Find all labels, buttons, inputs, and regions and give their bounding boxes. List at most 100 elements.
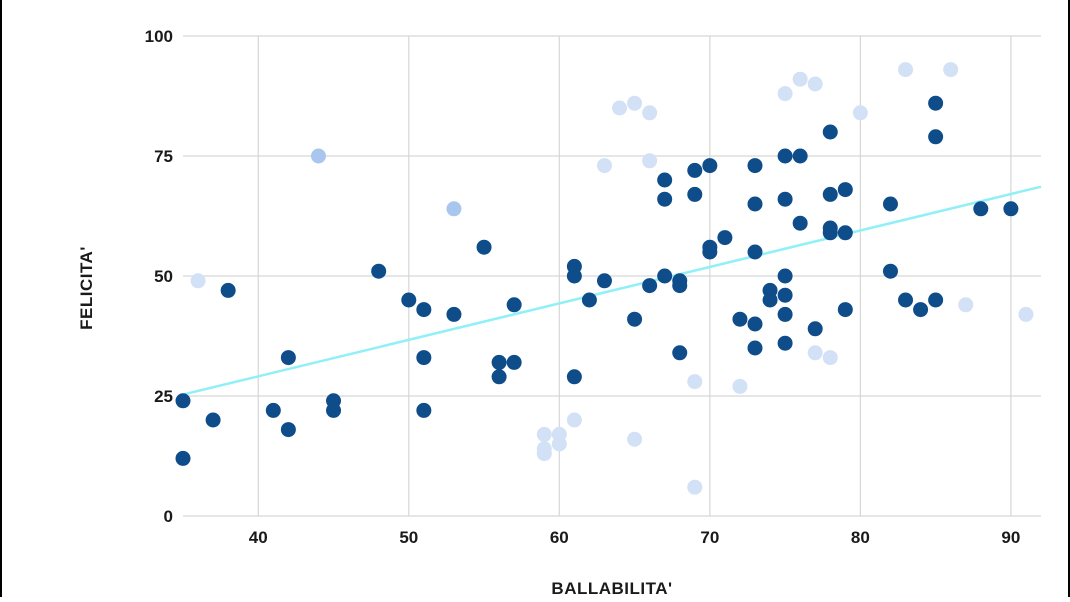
data-point-dark bbox=[280, 350, 296, 366]
data-point-dark bbox=[762, 292, 778, 308]
y-tick-label: 75 bbox=[154, 147, 173, 166]
data-point-dark bbox=[175, 393, 191, 409]
data-point-dark bbox=[702, 244, 718, 260]
data-point-dark bbox=[973, 201, 989, 217]
data-point-dark bbox=[175, 450, 191, 466]
tick-labels: 0 25 50 75 100 40 50 60 70 80 90 bbox=[145, 27, 1021, 547]
data-points bbox=[175, 62, 1034, 495]
data-point-dark bbox=[777, 148, 793, 164]
x-tick-label: 60 bbox=[550, 528, 569, 547]
data-point-dark bbox=[777, 287, 793, 303]
data-point-dark bbox=[837, 302, 853, 318]
data-point-dark bbox=[566, 369, 582, 385]
data-point-light bbox=[627, 95, 643, 111]
data-point-dark bbox=[326, 402, 342, 418]
data-point-medium bbox=[446, 201, 462, 217]
data-point-dark bbox=[928, 292, 944, 308]
data-point-light bbox=[1018, 306, 1034, 322]
data-point-light bbox=[807, 345, 823, 361]
data-point-dark bbox=[687, 186, 703, 202]
data-point-dark bbox=[371, 263, 387, 279]
data-point-dark bbox=[777, 191, 793, 207]
x-tick-label: 70 bbox=[700, 528, 719, 547]
data-point-dark bbox=[265, 402, 281, 418]
data-point-dark bbox=[747, 196, 763, 212]
data-point-dark bbox=[220, 282, 236, 298]
data-point-dark bbox=[416, 302, 432, 318]
data-point-dark bbox=[702, 158, 718, 174]
data-point-dark bbox=[928, 95, 944, 111]
x-axis-title: BALLABILITA' bbox=[551, 579, 672, 597]
data-point-light bbox=[807, 76, 823, 92]
data-point-light bbox=[822, 350, 838, 366]
data-point-dark bbox=[777, 306, 793, 322]
data-point-dark bbox=[837, 225, 853, 241]
data-point-dark bbox=[205, 412, 221, 428]
data-point-dark bbox=[792, 215, 808, 231]
left-edge-border bbox=[0, 0, 2, 597]
data-point-light bbox=[642, 153, 658, 169]
data-point-light bbox=[687, 479, 703, 495]
data-point-dark bbox=[280, 422, 296, 438]
data-point-dark bbox=[416, 402, 432, 418]
data-point-light bbox=[898, 62, 914, 78]
data-point-light bbox=[687, 374, 703, 390]
data-point-light bbox=[732, 378, 748, 394]
y-tick-label: 50 bbox=[154, 267, 173, 286]
data-point-medium bbox=[310, 148, 326, 164]
data-point-dark bbox=[476, 239, 492, 255]
data-point-dark bbox=[672, 345, 688, 361]
data-point-light bbox=[943, 62, 959, 78]
y-tick-label: 100 bbox=[145, 27, 173, 46]
data-point-dark bbox=[747, 244, 763, 260]
x-tick-label: 50 bbox=[399, 528, 418, 547]
trend-line bbox=[182, 185, 1042, 396]
data-point-light bbox=[642, 105, 658, 121]
x-tick-label: 80 bbox=[851, 528, 870, 547]
data-point-dark bbox=[491, 369, 507, 385]
trend-line-group bbox=[182, 185, 1042, 396]
data-point-dark bbox=[732, 311, 748, 327]
data-point-light bbox=[852, 105, 868, 121]
data-point-dark bbox=[837, 182, 853, 198]
data-point-dark bbox=[1003, 201, 1019, 217]
data-point-dark bbox=[913, 302, 929, 318]
y-axis-title: FELICITA' bbox=[77, 246, 96, 330]
data-point-dark bbox=[506, 354, 522, 370]
data-point-dark bbox=[822, 124, 838, 140]
data-point-dark bbox=[657, 268, 673, 284]
y-tick-label: 0 bbox=[164, 507, 173, 526]
x-tick-label: 40 bbox=[249, 528, 268, 547]
data-point-dark bbox=[717, 230, 733, 246]
data-point-light bbox=[190, 273, 206, 289]
data-point-light bbox=[566, 412, 582, 428]
data-point-light bbox=[792, 71, 808, 87]
y-tick-label: 25 bbox=[154, 387, 173, 406]
data-point-dark bbox=[687, 162, 703, 178]
data-point-dark bbox=[416, 350, 432, 366]
data-point-dark bbox=[642, 278, 658, 294]
data-point-light bbox=[536, 426, 552, 442]
data-point-dark bbox=[807, 321, 823, 337]
right-edge-border bbox=[1068, 0, 1070, 597]
data-point-dark bbox=[506, 297, 522, 313]
data-point-dark bbox=[627, 311, 643, 327]
data-point-dark bbox=[581, 292, 597, 308]
data-point-dark bbox=[928, 129, 944, 145]
data-point-dark bbox=[446, 306, 462, 322]
data-point-light bbox=[596, 158, 612, 174]
data-point-dark bbox=[898, 292, 914, 308]
data-point-dark bbox=[747, 316, 763, 332]
data-point-dark bbox=[792, 148, 808, 164]
data-point-dark bbox=[596, 273, 612, 289]
data-point-light bbox=[627, 431, 643, 447]
x-tick-label: 90 bbox=[1001, 528, 1020, 547]
data-point-dark bbox=[491, 354, 507, 370]
data-point-dark bbox=[777, 268, 793, 284]
data-point-dark bbox=[882, 196, 898, 212]
data-point-dark bbox=[777, 335, 793, 351]
data-point-dark bbox=[657, 191, 673, 207]
data-point-dark bbox=[401, 292, 417, 308]
